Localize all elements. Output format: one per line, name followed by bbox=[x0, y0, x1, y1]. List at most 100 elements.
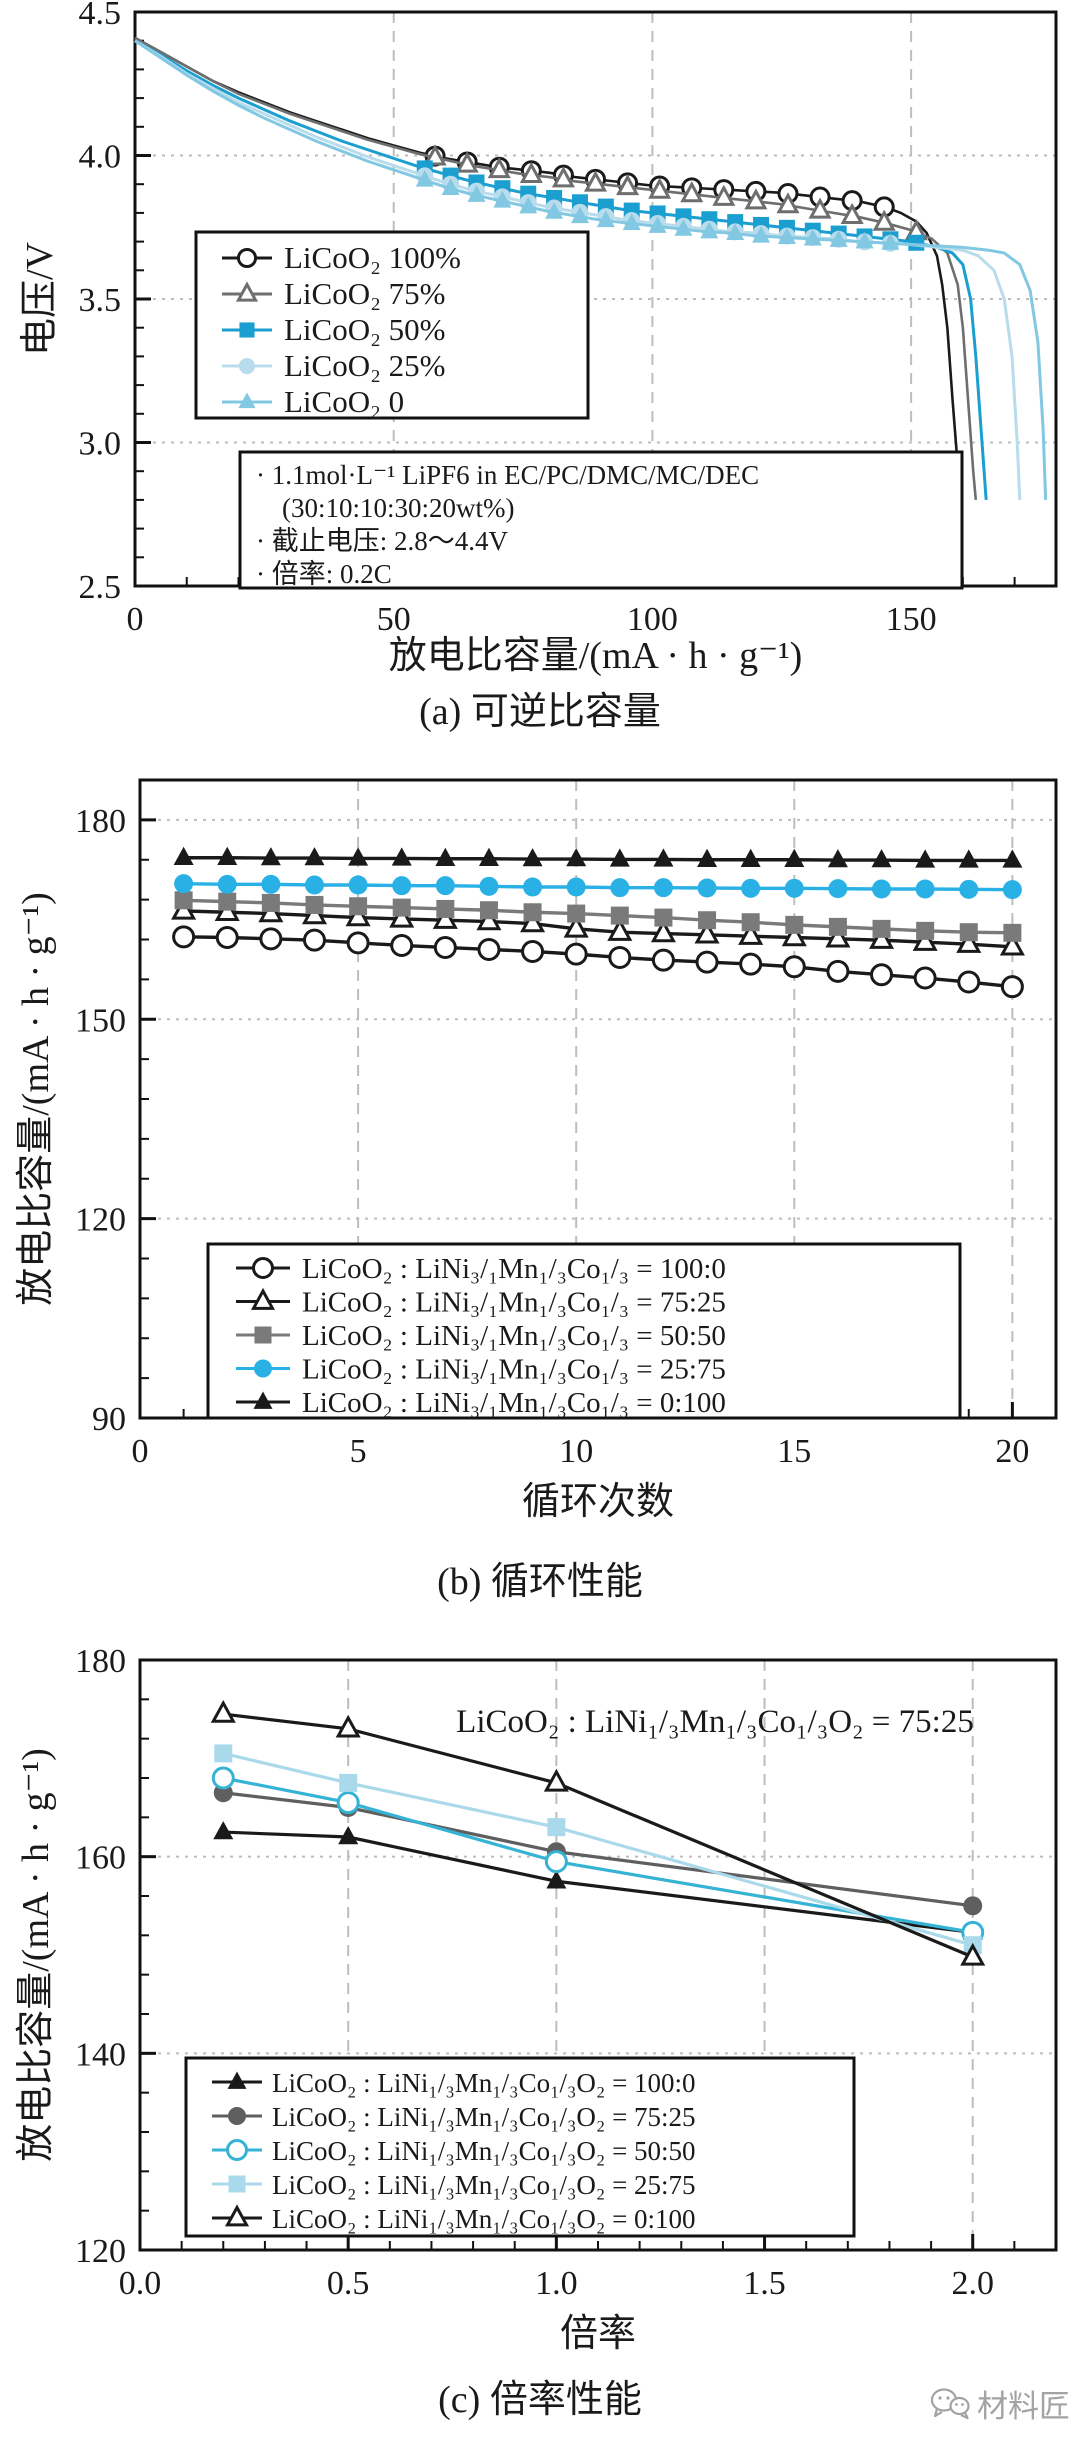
marker-licoo-lini-mn-co-0-100 bbox=[915, 849, 936, 868]
marker-licoo-0 bbox=[596, 210, 615, 228]
x-tick-label: 0.5 bbox=[327, 2265, 370, 2302]
legend-label: LiCoO₂ 25% bbox=[284, 348, 446, 383]
legend-label: LiCoO₂ 100% bbox=[284, 240, 461, 275]
marker-licoo-lini-mn-co-100-0 bbox=[608, 945, 632, 969]
marker-licoo-75 bbox=[583, 170, 608, 192]
marker-licoo-0 bbox=[674, 219, 693, 236]
marker-licoo-lini-mn-co-75-25 bbox=[738, 922, 764, 945]
marker-licoo-lini-mn-co-75-25 bbox=[476, 907, 502, 931]
marker-licoo-lini-mn-co-50-50 bbox=[785, 915, 804, 934]
marker-licoo-lini-mn-co-0-100 bbox=[609, 848, 630, 867]
marker-licoo-lini-mn-co-o-25-75 bbox=[339, 1773, 358, 1792]
marker-licoo-75 bbox=[455, 151, 479, 173]
x-tick-label: 0.0 bbox=[119, 2265, 162, 2302]
marker-licoo-75 bbox=[872, 209, 896, 231]
marker-licoo-lini-mn-co-0-100 bbox=[217, 846, 238, 865]
marker-licoo-0 bbox=[441, 178, 460, 195]
marker-licoo-lini-mn-co-0-100 bbox=[348, 847, 369, 866]
legend-label: LiCoO₂ 75% bbox=[284, 276, 446, 311]
chart-b-canvas: 0 5 10 15 20 90 120 150 180 循环次数 放电比容量/(mA · h · g… bbox=[15, 778, 1058, 1523]
marker-licoo-lini-mn-co-75-25 bbox=[694, 920, 720, 944]
marker-licoo-lini-mn-co-100-0 bbox=[564, 942, 588, 966]
legend-marker-triangle-open bbox=[235, 281, 259, 302]
plot-border bbox=[138, 1658, 1058, 2252]
marker-licoo-lini-mn-co-75-25 bbox=[345, 903, 371, 927]
y-tick-label: 180 bbox=[75, 803, 126, 840]
marker-licoo-lini-mn-co-25-75 bbox=[697, 878, 717, 898]
legend-label: LiCoO₂ : LiNi₃/₁Mn₁/₃Co₁/₃ = 50:50 bbox=[302, 1320, 726, 1352]
series-line-licoo-lini-mn-co-o-25-75 bbox=[222, 1751, 974, 1947]
y-tick-label: 4.0 bbox=[79, 139, 122, 176]
marker-licoo-lini-mn-co-75-25 bbox=[999, 932, 1025, 956]
legend-marker-square-filled bbox=[239, 322, 255, 338]
marker-licoo-lini-mn-co-50-50 bbox=[436, 899, 455, 918]
marker-licoo-lini-mn-co-o-25-75 bbox=[214, 1744, 233, 1763]
marker-licoo-lini-mn-co-0-100 bbox=[958, 849, 979, 868]
marker-licoo-75 bbox=[648, 177, 672, 199]
marker-licoo-0 bbox=[803, 229, 822, 246]
marker-licoo-lini-mn-co-0-100 bbox=[260, 847, 281, 866]
chart-a-canvas: 0 50 100 150 2.5 3.0 3.5 4.0 4.5 放电比容量/(mA · h · … bbox=[19, 0, 1058, 677]
marker-licoo-lini-mn-co-100-0 bbox=[172, 925, 196, 949]
marker-licoo-0 bbox=[467, 185, 486, 202]
marker-licoo-lini-mn-co-100-0 bbox=[215, 926, 239, 950]
marker-licoo-lini-mn-co-25-75 bbox=[784, 878, 804, 898]
marker-licoo-lini-mn-co-25-75 bbox=[828, 879, 848, 899]
marker-licoo-lini-mn-co-25-75 bbox=[1002, 880, 1022, 900]
marker-licoo-lini-mn-co-75-25 bbox=[520, 909, 546, 933]
marker-licoo-lini-mn-co-50-50 bbox=[218, 892, 237, 911]
marker-licoo-lini-mn-co-75-25 bbox=[912, 928, 938, 951]
x-tick-label: 10 bbox=[559, 1433, 593, 1470]
marker-licoo-lini-mn-co-25-75 bbox=[610, 878, 630, 898]
annotation-line: · 1.1mol·L⁻¹ LiPF6 in EC/PC/DMC/MC/DEC bbox=[256, 460, 759, 490]
x-tick-label: 50 bbox=[377, 601, 411, 638]
marker-licoo-lini-mn-co-50-50 bbox=[916, 921, 935, 940]
marker-licoo-lini-mn-co-100-0 bbox=[390, 933, 414, 957]
marker-licoo-lini-mn-co-75-25 bbox=[650, 919, 676, 943]
x-axis-label: 倍率 bbox=[560, 2313, 636, 2355]
marker-licoo-lini-mn-co-50-50 bbox=[479, 901, 498, 920]
y-axis-label: 电压/V bbox=[19, 241, 61, 356]
legend-label: LiCoO₂ : LiNi₃/₁Mn₁/₃Co₁/₃ = 0:100 bbox=[302, 1387, 726, 1419]
marker-licoo-lini-mn-co-0-100 bbox=[478, 847, 499, 866]
marker-licoo-lini-mn-co-100-0 bbox=[826, 959, 850, 983]
legend-label: LiCoO₂ : LiNi₃/₁Mn₁/₃Co₁/₃ = 100:0 bbox=[302, 1253, 726, 1285]
marker-licoo-75 bbox=[423, 144, 447, 166]
marker-licoo-75 bbox=[840, 202, 864, 224]
y-tick-label: 3.5 bbox=[79, 282, 122, 319]
y-tick-label: 160 bbox=[75, 1840, 126, 1877]
x-tick-label: 150 bbox=[886, 601, 937, 638]
marker-licoo-50 bbox=[908, 234, 925, 251]
legend-label: LiCoO₂ : LiNi₃/₁Mn₁/₃Co₁/₃ = 75:25 bbox=[302, 1287, 726, 1319]
marker-licoo-0 bbox=[570, 206, 589, 224]
marker-licoo-lini-mn-co-25-75 bbox=[523, 877, 543, 897]
marker-licoo-lini-mn-co-100-0 bbox=[695, 950, 719, 974]
marker-licoo-lini-mn-co-50-50 bbox=[698, 911, 717, 930]
series-line-licoo-lini-mn-co-o-75-25 bbox=[223, 1791, 973, 1908]
marker-licoo-lini-mn-co-o-75-25 bbox=[963, 1896, 983, 1916]
marker-licoo-0 bbox=[622, 213, 641, 230]
series-line-licoo-75 bbox=[134, 36, 978, 501]
marker-licoo-0 bbox=[545, 202, 564, 219]
marker-licoo-0 bbox=[829, 230, 848, 247]
marker-licoo-lini-mn-co-100-0 bbox=[651, 948, 675, 972]
legend-marker-circle-open bbox=[226, 2139, 248, 2161]
y-axis-label: 放电比容量/(mA · h · g⁻¹) bbox=[15, 892, 57, 1306]
legend-marker-triangle-open bbox=[250, 1287, 276, 1310]
y-tick-label: 120 bbox=[75, 1202, 126, 1239]
marker-licoo-0 bbox=[881, 233, 900, 250]
marker-licoo-0 bbox=[700, 221, 719, 239]
legend-label: LiCoO₂ : LiNi₁/₃Mn₁/₃Co₁/₃O₂ = 25:75 bbox=[272, 2170, 696, 2200]
series-line-licoo-0 bbox=[134, 39, 1048, 500]
marker-licoo-lini-mn-co-0-100 bbox=[391, 847, 412, 866]
y-axis-label: 放电比容量/(mA · h · g⁻¹) bbox=[15, 1748, 57, 2162]
marker-licoo-lini-mn-co-o-100-0 bbox=[213, 1821, 234, 1840]
chart-a-caption: (a) 可逆比容量 bbox=[419, 691, 661, 733]
legend-label: LiCoO₂ 0 bbox=[284, 384, 404, 419]
plot-annotation: LiCoO₂ : LiNi₁/₃Mn₁/₃Co₁/₃O₂ = 75:25 bbox=[456, 1704, 974, 1740]
marker-licoo-lini-mn-co-0-100 bbox=[740, 848, 761, 867]
wechat-chat-bubbles-icon bbox=[930, 2387, 970, 2419]
chart-c: 0.0 0.5 1.0 1.5 2.0 120 140 160 180 倍率 放电比容量/(mA ·… bbox=[0, 1634, 1080, 2424]
marker-licoo-lini-mn-co-0-100 bbox=[1002, 849, 1023, 868]
